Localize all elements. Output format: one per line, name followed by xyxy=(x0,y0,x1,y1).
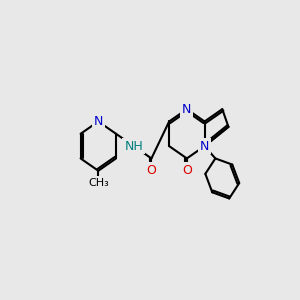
Text: O: O xyxy=(146,164,156,177)
Text: NH: NH xyxy=(124,140,143,153)
Text: CH₃: CH₃ xyxy=(88,178,109,188)
Text: N: N xyxy=(94,115,103,128)
Text: O: O xyxy=(182,164,192,177)
Text: N: N xyxy=(200,140,209,153)
Text: N: N xyxy=(182,103,191,116)
